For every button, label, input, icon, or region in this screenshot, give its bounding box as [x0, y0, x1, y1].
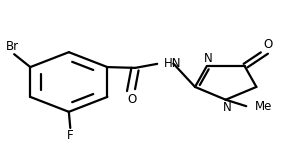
- Text: N: N: [223, 101, 231, 114]
- Text: O: O: [128, 92, 137, 105]
- Text: F: F: [67, 129, 74, 142]
- Text: O: O: [263, 38, 272, 51]
- Text: N: N: [204, 52, 213, 65]
- Text: HN: HN: [164, 57, 181, 70]
- Text: Me: Me: [255, 100, 272, 113]
- Text: Br: Br: [6, 40, 19, 53]
